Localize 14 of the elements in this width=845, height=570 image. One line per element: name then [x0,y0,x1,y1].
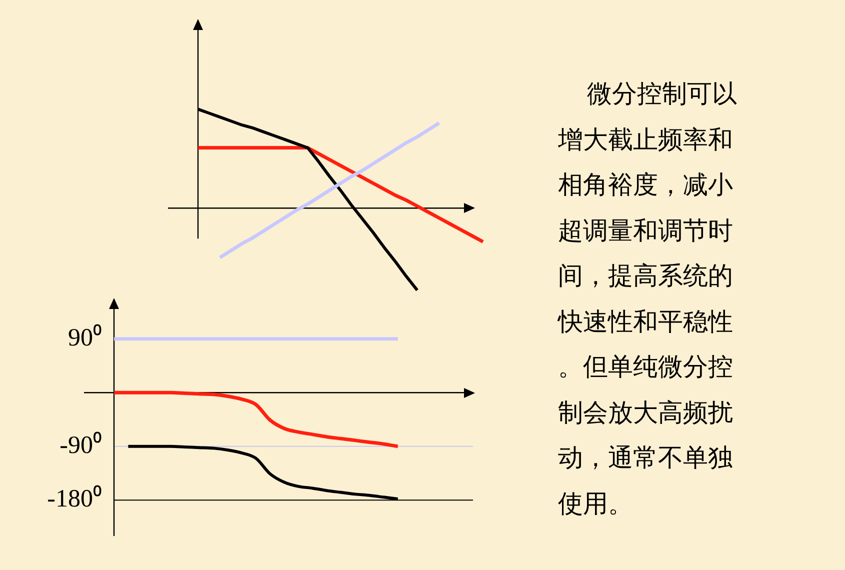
text: 动，通常不单独 [558,444,734,474]
text: 。但单纯微分控 [558,353,734,383]
text: 制会放大高频扰 [558,398,734,428]
y-tick-label: -90⁰ [60,430,102,459]
line-series [112,390,400,448]
text: 间，提高系统的 [558,262,734,292]
y-tick-label: -180⁰ [47,484,102,513]
text: 快速性和平稳性 [558,308,734,338]
text: 相角裕度，减小 [558,170,734,201]
text: 使用。 [558,490,634,520]
text: 增大截止频率和 [558,126,734,156]
text: 微分控制可以 [586,80,738,110]
y-tick-label: 90⁰ [68,323,102,352]
text: 超调量和调节时 [558,216,734,246]
